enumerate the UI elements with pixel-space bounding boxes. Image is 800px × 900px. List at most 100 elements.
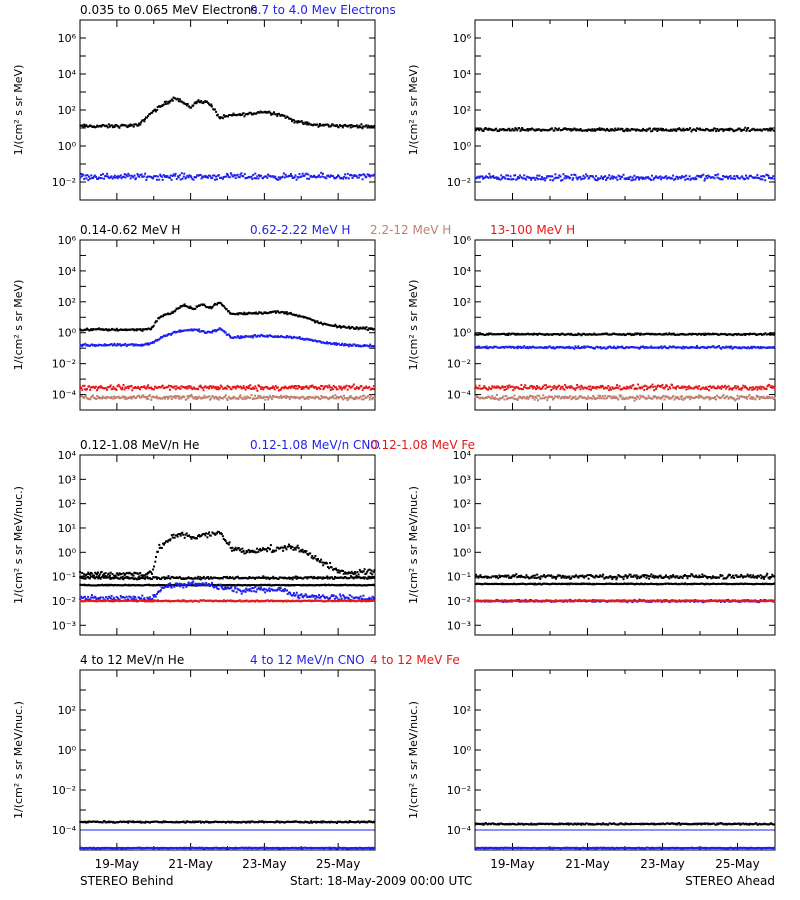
data-point <box>372 328 375 331</box>
data-point <box>620 394 623 397</box>
legend-entry: 0.7 to 4.0 Mev Electrons <box>250 3 396 17</box>
y-tick-label: 10⁶ <box>453 234 472 247</box>
y-tick-label: 10⁻² <box>52 358 76 371</box>
data-point <box>623 130 626 133</box>
data-point <box>713 177 716 180</box>
data-point <box>749 397 752 400</box>
data-point <box>118 176 121 178</box>
data-point <box>627 176 630 179</box>
data-point <box>736 174 739 177</box>
data-point <box>161 335 164 338</box>
data-point <box>340 344 343 346</box>
data-point <box>131 598 134 601</box>
data-point <box>488 332 491 335</box>
data-point <box>729 387 732 390</box>
series-points <box>474 172 776 182</box>
data-point <box>247 577 250 580</box>
data-point <box>588 176 591 179</box>
data-point <box>511 396 514 399</box>
data-point <box>137 584 140 587</box>
data-point <box>684 178 687 181</box>
data-point <box>103 575 106 578</box>
data-point <box>258 111 261 114</box>
data-point <box>719 178 722 181</box>
data-point <box>251 178 254 180</box>
data-point <box>289 173 292 175</box>
data-point <box>590 346 593 349</box>
data-point <box>262 589 265 592</box>
data-point <box>98 584 101 587</box>
data-point <box>621 398 624 401</box>
data-point <box>285 548 288 551</box>
data-point <box>86 584 89 587</box>
data-point <box>99 385 102 388</box>
data-point <box>280 335 283 338</box>
data-point <box>274 113 277 116</box>
data-point <box>251 587 254 590</box>
data-point <box>610 176 613 179</box>
data-point <box>747 127 750 129</box>
data-point <box>289 117 292 120</box>
data-point <box>754 387 757 390</box>
data-point <box>237 583 240 586</box>
data-point <box>373 569 376 572</box>
data-point <box>351 344 354 347</box>
data-point <box>210 176 213 179</box>
data-point <box>122 396 125 398</box>
data-point <box>142 584 145 587</box>
data-point <box>266 335 269 338</box>
data-point <box>667 395 670 398</box>
data-point <box>289 591 291 594</box>
data-point <box>603 387 606 390</box>
data-point <box>751 347 754 350</box>
data-point <box>507 386 510 389</box>
data-point <box>170 586 173 589</box>
data-point <box>320 171 323 174</box>
data-point <box>687 387 690 390</box>
data-point <box>82 173 85 176</box>
data-point <box>278 389 280 392</box>
data-point <box>525 386 528 389</box>
data-point <box>518 387 521 390</box>
data-point <box>614 346 617 349</box>
data-point <box>104 125 107 128</box>
data-point <box>508 178 511 181</box>
data-point <box>643 388 646 391</box>
data-point <box>344 397 347 400</box>
data-point <box>613 345 616 348</box>
data-point <box>211 581 213 584</box>
data-point <box>332 384 335 387</box>
data-point <box>553 384 556 387</box>
data-point <box>83 384 86 387</box>
data-point <box>489 175 492 178</box>
data-point <box>537 387 539 390</box>
data-point <box>555 388 558 391</box>
data-point <box>678 386 681 389</box>
data-point <box>89 573 92 576</box>
data-point <box>304 593 307 596</box>
data-point <box>174 309 177 312</box>
data-point <box>594 179 597 181</box>
data-point <box>714 127 717 130</box>
data-point <box>274 175 277 178</box>
data-point <box>104 387 107 390</box>
data-point <box>99 177 101 179</box>
data-point <box>720 396 723 399</box>
data-point <box>347 177 350 180</box>
data-point <box>134 584 137 587</box>
data-point <box>303 398 306 400</box>
data-point <box>144 118 146 121</box>
data-point <box>102 596 105 599</box>
data-point <box>539 332 541 335</box>
data-point <box>478 384 481 387</box>
data-point <box>579 347 581 350</box>
data-point <box>341 577 344 580</box>
data-point <box>209 385 211 388</box>
data-point <box>534 333 537 336</box>
data-point <box>337 397 340 400</box>
data-point <box>208 395 211 398</box>
data-point <box>544 387 547 390</box>
data-point <box>715 398 717 401</box>
data-point <box>207 395 209 398</box>
data-point <box>151 111 154 114</box>
